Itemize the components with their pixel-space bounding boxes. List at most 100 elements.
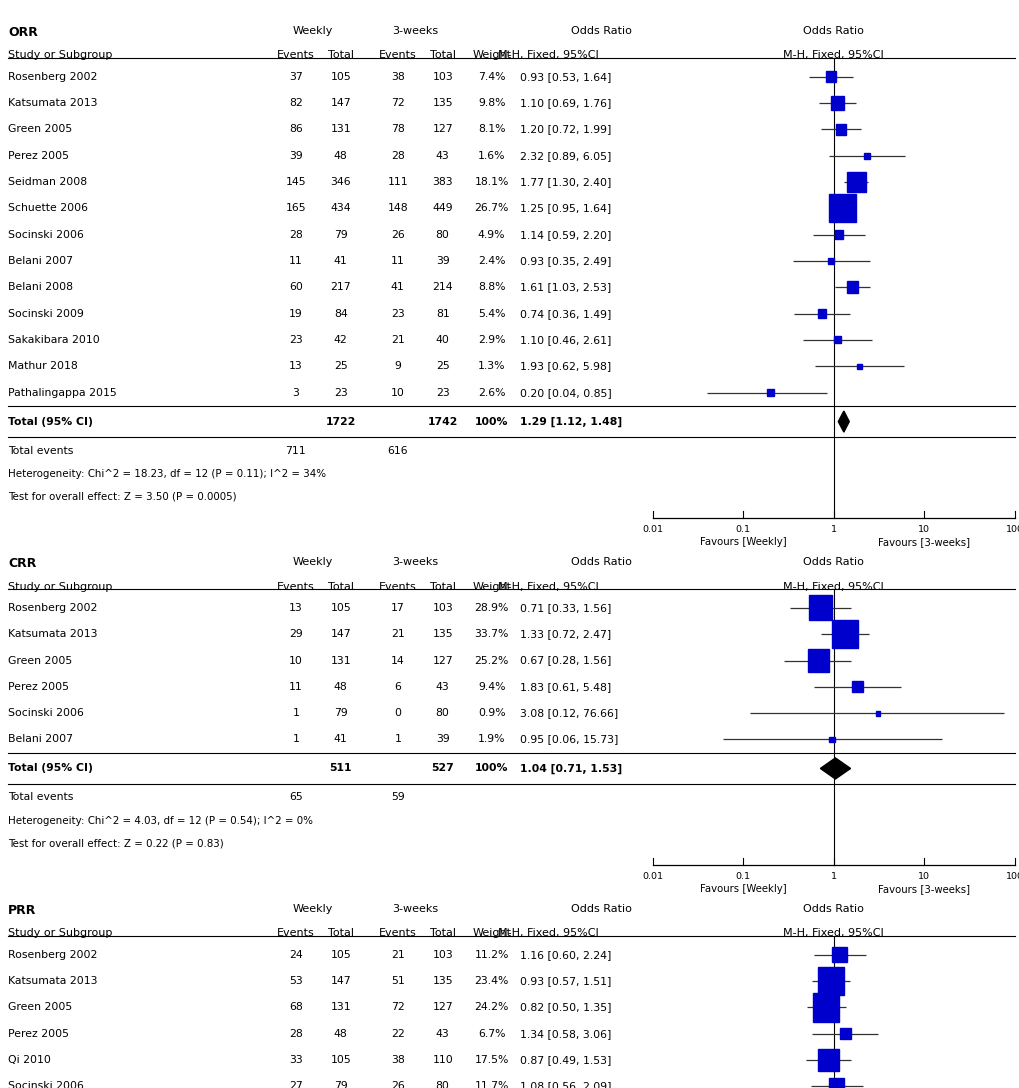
Text: 111: 111: [387, 177, 408, 187]
Text: 38: 38: [390, 1055, 405, 1065]
Text: 9: 9: [394, 361, 400, 371]
Text: Heterogeneity: Chi^2 = 18.23, df = 12 (P = 0.11); I^2 = 34%: Heterogeneity: Chi^2 = 18.23, df = 12 (P…: [8, 469, 326, 479]
Text: 2.6%: 2.6%: [478, 387, 504, 397]
Text: Odds Ratio: Odds Ratio: [571, 557, 632, 567]
Text: 65: 65: [288, 792, 303, 803]
Polygon shape: [838, 411, 849, 432]
Bar: [828, 737, 834, 742]
Text: 1.08 [0.56, 2.09]: 1.08 [0.56, 2.09]: [520, 1081, 611, 1088]
Bar: [812, 993, 839, 1022]
Text: 23: 23: [390, 309, 405, 319]
Text: 53: 53: [288, 976, 303, 986]
Bar: [834, 336, 840, 344]
Text: 79: 79: [333, 230, 347, 239]
Text: Socinski 2009: Socinski 2009: [8, 309, 84, 319]
Bar: [830, 620, 857, 648]
Text: 0: 0: [394, 708, 400, 718]
Text: 78: 78: [390, 124, 405, 134]
Bar: [846, 172, 865, 193]
Text: 131: 131: [330, 124, 351, 134]
Text: 616: 616: [387, 446, 408, 456]
Text: 19: 19: [288, 309, 303, 319]
Text: 1: 1: [830, 871, 836, 881]
Text: 68: 68: [288, 1002, 303, 1012]
Text: Seidman 2008: Seidman 2008: [8, 177, 88, 187]
Text: 10: 10: [390, 387, 405, 397]
Bar: [828, 194, 855, 222]
Text: Green 2005: Green 2005: [8, 124, 72, 134]
Text: 59: 59: [390, 792, 405, 803]
Text: 1: 1: [292, 708, 299, 718]
Text: 18.1%: 18.1%: [474, 177, 508, 187]
Text: M-H, Fixed, 95%CI: M-H, Fixed, 95%CI: [498, 928, 598, 938]
Text: 1.9%: 1.9%: [478, 734, 504, 744]
Text: 1.14 [0.59, 2.20]: 1.14 [0.59, 2.20]: [520, 230, 611, 239]
Text: Total events: Total events: [8, 446, 73, 456]
Text: 23: 23: [333, 387, 347, 397]
Text: 0.71 [0.33, 1.56]: 0.71 [0.33, 1.56]: [520, 603, 611, 613]
Text: 8.8%: 8.8%: [478, 282, 504, 293]
Bar: [875, 710, 879, 716]
Text: Events: Events: [276, 50, 315, 60]
Bar: [835, 124, 846, 135]
Text: 26: 26: [390, 1081, 405, 1088]
Text: 25: 25: [333, 361, 347, 371]
Text: 148: 148: [387, 203, 408, 213]
Text: Study or Subgroup: Study or Subgroup: [8, 928, 112, 938]
Text: 37: 37: [288, 72, 303, 82]
Text: 27: 27: [288, 1081, 303, 1088]
Text: 5.4%: 5.4%: [478, 309, 504, 319]
Text: 51: 51: [390, 976, 405, 986]
Bar: [830, 97, 843, 110]
Text: 25.2%: 25.2%: [474, 655, 508, 666]
Text: Events: Events: [378, 50, 417, 60]
Text: 41: 41: [333, 256, 347, 265]
Text: 135: 135: [432, 976, 452, 986]
Text: 72: 72: [390, 1002, 405, 1012]
Text: 29: 29: [288, 629, 303, 639]
Text: 21: 21: [390, 950, 405, 960]
Text: 1.6%: 1.6%: [478, 150, 504, 161]
Text: 82: 82: [288, 98, 303, 108]
Text: Socinski 2006: Socinski 2006: [8, 230, 84, 239]
Text: 527: 527: [431, 764, 453, 774]
Text: 100: 100: [1005, 526, 1019, 534]
Text: 131: 131: [330, 1002, 351, 1012]
Text: 1.20 [0.72, 1.99]: 1.20 [0.72, 1.99]: [520, 124, 611, 134]
Text: 10: 10: [917, 526, 929, 534]
Bar: [807, 650, 827, 671]
Text: ORR: ORR: [8, 26, 38, 39]
Text: M-H, Fixed, 95%CI: M-H, Fixed, 95%CI: [783, 50, 883, 60]
Text: 43: 43: [435, 150, 449, 161]
Text: 100%: 100%: [475, 764, 507, 774]
Text: 127: 127: [432, 655, 452, 666]
Text: 33.7%: 33.7%: [474, 629, 508, 639]
Text: 1.10 [0.46, 2.61]: 1.10 [0.46, 2.61]: [520, 335, 611, 345]
Text: 40: 40: [435, 335, 449, 345]
Text: Weight: Weight: [472, 50, 511, 60]
Text: 1742: 1742: [427, 417, 458, 426]
Bar: [840, 1028, 850, 1039]
Bar: [817, 309, 825, 318]
Text: 103: 103: [432, 603, 452, 613]
Bar: [832, 947, 846, 963]
Text: 1.04 [0.71, 1.53]: 1.04 [0.71, 1.53]: [520, 764, 622, 774]
Polygon shape: [819, 758, 850, 779]
Text: Perez 2005: Perez 2005: [8, 150, 69, 161]
Text: 9.4%: 9.4%: [478, 682, 504, 692]
Text: Favours [3-weeks]: Favours [3-weeks]: [877, 537, 969, 547]
Text: 0.20 [0.04, 0.85]: 0.20 [0.04, 0.85]: [520, 387, 611, 397]
Text: 60: 60: [288, 282, 303, 293]
Text: 127: 127: [432, 124, 452, 134]
Text: Odds Ratio: Odds Ratio: [803, 557, 863, 567]
Text: 147: 147: [330, 98, 351, 108]
Text: Katsumata 2013: Katsumata 2013: [8, 629, 98, 639]
Text: 2.9%: 2.9%: [478, 335, 504, 345]
Text: Odds Ratio: Odds Ratio: [571, 904, 632, 914]
Text: 100: 100: [1005, 871, 1019, 881]
Text: Schuette 2006: Schuette 2006: [8, 203, 88, 213]
Text: 0.74 [0.36, 1.49]: 0.74 [0.36, 1.49]: [520, 309, 611, 319]
Text: 511: 511: [329, 764, 352, 774]
Text: 23: 23: [435, 387, 449, 397]
Text: M-H, Fixed, 95%CI: M-H, Fixed, 95%CI: [498, 50, 598, 60]
